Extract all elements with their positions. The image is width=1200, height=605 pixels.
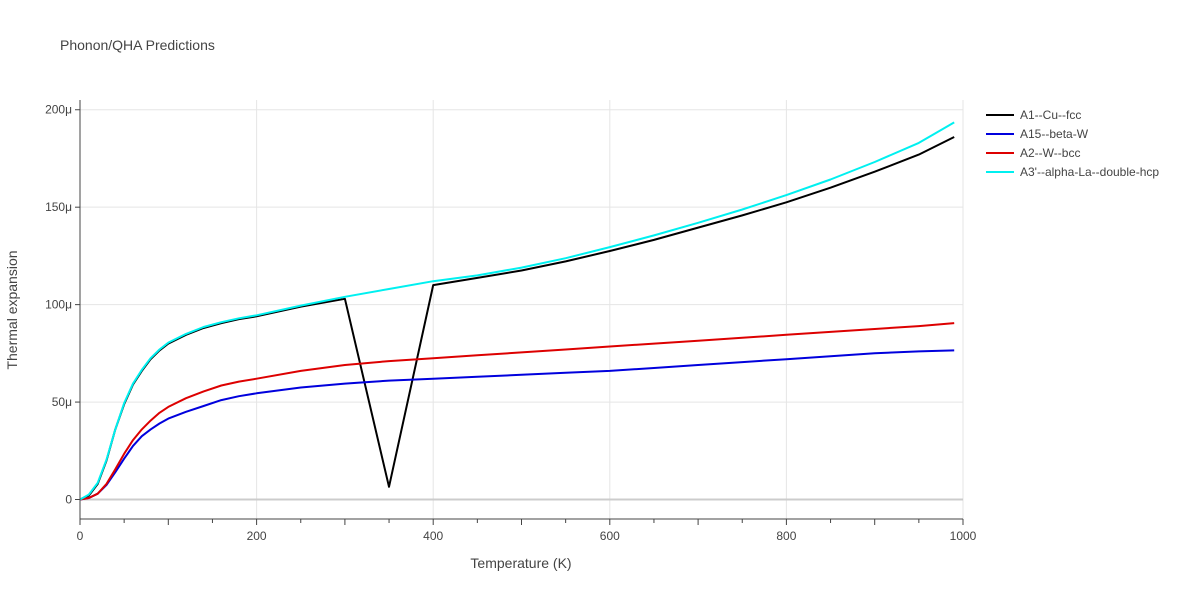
y-tick-label: 50μ [52,395,72,409]
series-line-2 [79,349,955,501]
x-tick-label: 200 [247,529,267,543]
series-line-4 [79,121,955,501]
y-tick-label: 100μ [45,298,72,312]
y-tick-label: 200μ [45,103,72,117]
x-tick-label: 600 [600,529,620,543]
series-line-3 [79,322,955,501]
legend-label: A15--beta-W [1020,127,1089,141]
x-tick-label: 400 [423,529,443,543]
legend-label: A1--Cu--fcc [1020,108,1081,122]
x-axis-label: Temperature (K) [470,555,571,571]
x-tick-label: 800 [776,529,796,543]
y-tick-label: 0 [65,493,72,507]
series-lines [79,121,955,501]
legend: A1--Cu--fcc A15--beta-W A2--W--bcc A3'--alp… [986,108,1159,179]
x-tick-label: 0 [77,529,84,543]
grid [80,100,964,519]
y-tick-label: 150μ [45,200,72,214]
x-tick-label: 1000 [950,529,977,543]
legend-label: A2--W--bcc [1020,146,1080,160]
chart-title: Phonon/QHA Predictions [60,37,215,53]
axes: 0 200 400 600 800 1000 0 50μ 100μ 150μ 200μ [45,100,977,543]
legend-label: A3'--alpha-La--double-hcp [1020,165,1159,179]
y-axis-label: Thermal expansion [4,250,20,369]
